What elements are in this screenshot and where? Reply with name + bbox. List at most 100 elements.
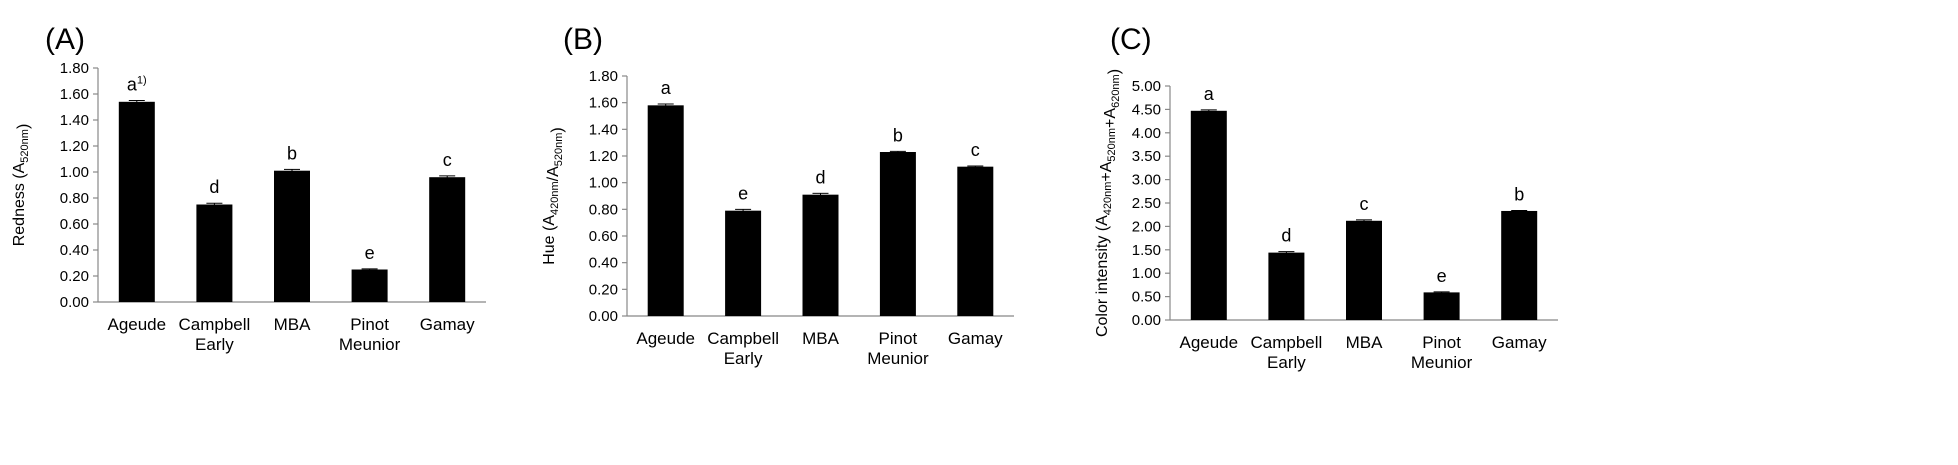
bar-mba <box>1346 220 1382 320</box>
y-tick-label: 1.60 <box>60 86 89 103</box>
significance-label: a <box>661 78 672 98</box>
bar-gamay <box>1501 210 1538 320</box>
y-tick-label: 1.20 <box>589 148 618 165</box>
y-tick-label: 0.40 <box>60 242 89 259</box>
y-axis-label: Color intensity (A420nm+A520nm+A620nm) <box>1094 69 1123 337</box>
y-tick-label: 0.00 <box>589 308 618 325</box>
y-axis-label-text: /A <box>545 166 562 181</box>
chart-panel-2: (B) 0.00 0.20 0.40 0.60 0.80 1.00 1.20 1.40 1.60 1… <box>541 23 1014 368</box>
category-label: Gamay <box>420 315 475 334</box>
significance-label: b <box>1514 184 1524 204</box>
bar-campbell-early <box>196 204 233 302</box>
category-label: Pinot Meunior <box>1411 333 1473 372</box>
bar-pinot-meunior <box>351 269 388 302</box>
category-label-line: Ageude <box>636 329 695 348</box>
significance-label: c <box>443 150 452 170</box>
category-label: Ageude <box>636 329 695 348</box>
y-axis-label-text: +A <box>1102 108 1119 128</box>
significance-label: a1) <box>127 75 147 95</box>
category-label: Campbell Early <box>1250 333 1322 372</box>
y-tick-label: 1.50 <box>1132 242 1161 259</box>
category-label-line: Campbell <box>707 329 779 348</box>
category-label: Gamay <box>948 329 1003 348</box>
category-label-line: MBA <box>1346 333 1384 352</box>
y-tick-label: 2.50 <box>1132 195 1161 212</box>
y-tick-label: 0.50 <box>1132 289 1161 306</box>
chart-panel-1: (A) 0.00 0.20 0.40 0.60 0.80 1.00 1.20 1.40 1.60 1… <box>11 23 486 354</box>
category-label-line: Campbell <box>1250 333 1322 352</box>
y-tick-label: 0.20 <box>60 268 89 285</box>
y-axis-label-subscript: 520nm <box>19 129 31 163</box>
y-axis-label: Redness (A520nm) <box>11 124 32 247</box>
bar-campbell-early <box>725 210 762 316</box>
y-tick-label: 0.40 <box>589 255 618 272</box>
y-tick-label: 1.80 <box>60 60 89 77</box>
y-axis-label-subscript: 420nm <box>549 181 561 215</box>
y-axis-label-subscript: 520nm <box>553 133 565 167</box>
category-label-line: Pinot <box>350 315 389 334</box>
y-axis-label-text: Hue (A <box>541 215 558 265</box>
y-tick-label: 1.40 <box>60 112 89 129</box>
category-label-line: Pinot <box>879 329 918 348</box>
y-tick-label: 1.40 <box>589 121 618 138</box>
bar-gamay <box>957 166 994 316</box>
significance-label: d <box>1281 226 1291 246</box>
y-tick-label: 1.20 <box>60 138 89 155</box>
y-tick-label: 1.00 <box>589 175 618 192</box>
bar-pinot-meunior <box>879 152 916 316</box>
category-label-line: MBA <box>274 315 312 334</box>
y-tick-label: 3.00 <box>1132 172 1161 189</box>
y-axis-label-text: +A <box>1098 161 1115 181</box>
y-tick-label: 0.00 <box>60 294 89 311</box>
y-tick-label: 0.80 <box>589 201 618 218</box>
category-label: Ageude <box>107 315 166 334</box>
panel-label: (B) <box>563 23 603 56</box>
y-axis-label-text: Redness (A <box>11 162 28 246</box>
significance-label: a <box>1204 84 1215 104</box>
y-axis-label: Hue (A420nm/A520nm) <box>541 127 566 265</box>
category-label-line: Ageude <box>107 315 166 334</box>
y-tick-label: 3.50 <box>1132 148 1161 165</box>
y-axis-label-subscript: 520nm <box>1106 128 1118 162</box>
y-tick-label: 0.60 <box>60 216 89 233</box>
y-tick-label: 1.60 <box>589 95 618 112</box>
significance-label: e <box>365 243 375 263</box>
y-tick-label: 1.00 <box>60 164 89 181</box>
y-tick-label: 2.00 <box>1132 218 1161 235</box>
significance-footnote: 1) <box>137 75 147 87</box>
category-label: MBA <box>274 315 312 334</box>
y-tick-label: 5.00 <box>1132 78 1161 95</box>
significance-label: e <box>1437 266 1447 286</box>
category-label-line: Meunior <box>1411 353 1473 372</box>
significance-label: d <box>209 177 219 197</box>
bar-gamay <box>429 177 466 302</box>
category-label-line: Gamay <box>948 329 1003 348</box>
bar-ageude <box>647 105 684 316</box>
y-tick-label: 4.50 <box>1132 101 1161 118</box>
y-axis-label-subscript: 420nm <box>1102 182 1114 216</box>
significance-label: e <box>738 183 748 203</box>
category-label: Ageude <box>1179 333 1238 352</box>
y-tick-label: 1.00 <box>1132 265 1161 282</box>
category-label-line: Pinot <box>1422 333 1461 352</box>
significance-label: b <box>893 125 903 145</box>
bar-campbell-early <box>1268 252 1305 320</box>
significance-label: c <box>1360 194 1369 214</box>
significance-label: b <box>287 143 297 163</box>
category-label: Pinot Meunior <box>867 329 929 368</box>
category-label: MBA <box>1346 333 1384 352</box>
bar-mba <box>274 170 310 302</box>
category-label-line: Gamay <box>1492 333 1547 352</box>
bar-ageude <box>1190 110 1227 320</box>
y-axis-label-text: ) <box>15 124 32 129</box>
y-tick-label: 0.20 <box>589 281 618 298</box>
category-label-line: Ageude <box>1179 333 1238 352</box>
y-axis-label-text: ) <box>1106 69 1123 74</box>
category-label-line: Meunior <box>867 349 929 368</box>
y-tick-label: 0.80 <box>60 190 89 207</box>
category-label-line: Early <box>1267 353 1306 372</box>
category-label-line: MBA <box>802 329 840 348</box>
category-label: Campbell Early <box>707 329 779 368</box>
panel-label: (C) <box>1110 23 1152 56</box>
